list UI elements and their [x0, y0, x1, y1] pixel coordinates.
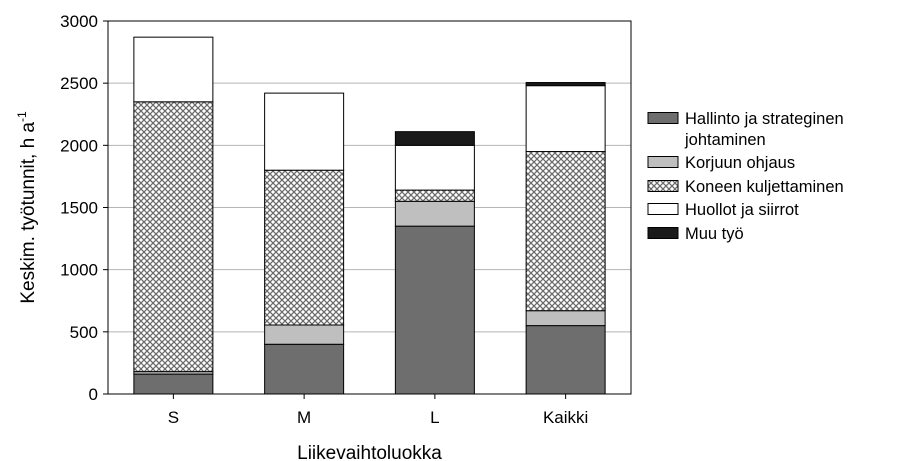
- legend-swatch: [647, 112, 679, 124]
- bar-segment: [264, 169, 345, 326]
- bar-segment: [525, 85, 606, 153]
- x-axis-title: Liikevaihtoluokka: [297, 443, 442, 461]
- legend-label: Korjuun ohjaus: [685, 154, 795, 172]
- bar-segment: [264, 324, 345, 345]
- legend-swatch: [647, 227, 679, 239]
- y-axis-title-sup: -1: [15, 111, 29, 122]
- x-tick-label: M: [297, 408, 311, 427]
- bar-segment: [264, 92, 345, 171]
- bar-segment: [394, 189, 475, 202]
- bar-segment: [394, 131, 475, 146]
- y-tick-label: 3000: [60, 12, 98, 31]
- y-tick-label: 500: [70, 323, 98, 342]
- bar-segment: [394, 225, 475, 395]
- y-axis-ticks: 0 500 1000 1500 2000 2500 3000: [60, 12, 108, 404]
- y-tick-label: 1000: [60, 261, 98, 280]
- bar-segment: [525, 310, 606, 327]
- bar-segment: [133, 373, 214, 395]
- y-tick-label: 2000: [60, 136, 98, 155]
- x-tick-label: S: [168, 408, 179, 427]
- bar-segment: [264, 343, 345, 395]
- y-tick-label: 1500: [60, 199, 98, 218]
- legend-swatch: [647, 156, 679, 168]
- legend-swatch: [647, 180, 679, 192]
- legend-label: Huollot ja siirrot: [685, 201, 799, 219]
- bar-segment: [394, 144, 475, 191]
- x-axis-ticks: S M L Kaikki: [168, 394, 588, 427]
- legend-label: Koneen kuljettaminen: [685, 178, 844, 196]
- y-tick-label: 2500: [60, 74, 98, 93]
- x-tick-label: L: [430, 408, 439, 427]
- bar-segment: [394, 200, 475, 227]
- bar-segment: [133, 101, 214, 373]
- legend-label: Hallinto ja strateginen: [685, 110, 844, 128]
- bars: [133, 36, 606, 395]
- x-tick-label: Kaikki: [543, 408, 588, 427]
- y-axis-title-main: Keskim. työtunnit, h a: [18, 122, 39, 304]
- bar-segment: [525, 325, 606, 395]
- bar-segment: [525, 151, 606, 312]
- bar-segment: [133, 36, 214, 103]
- legend-swatch: [647, 203, 679, 215]
- y-tick-label: 0: [89, 385, 98, 404]
- legend-label: johtaminen: [684, 131, 766, 149]
- bar-segment: [525, 82, 606, 87]
- y-axis-title: Keskim. työtunnit, h a-1: [15, 111, 39, 304]
- legend: Hallinto ja strateginen johtaminen Korjuun…: [647, 110, 844, 243]
- legend-label: Muu työ: [685, 225, 744, 243]
